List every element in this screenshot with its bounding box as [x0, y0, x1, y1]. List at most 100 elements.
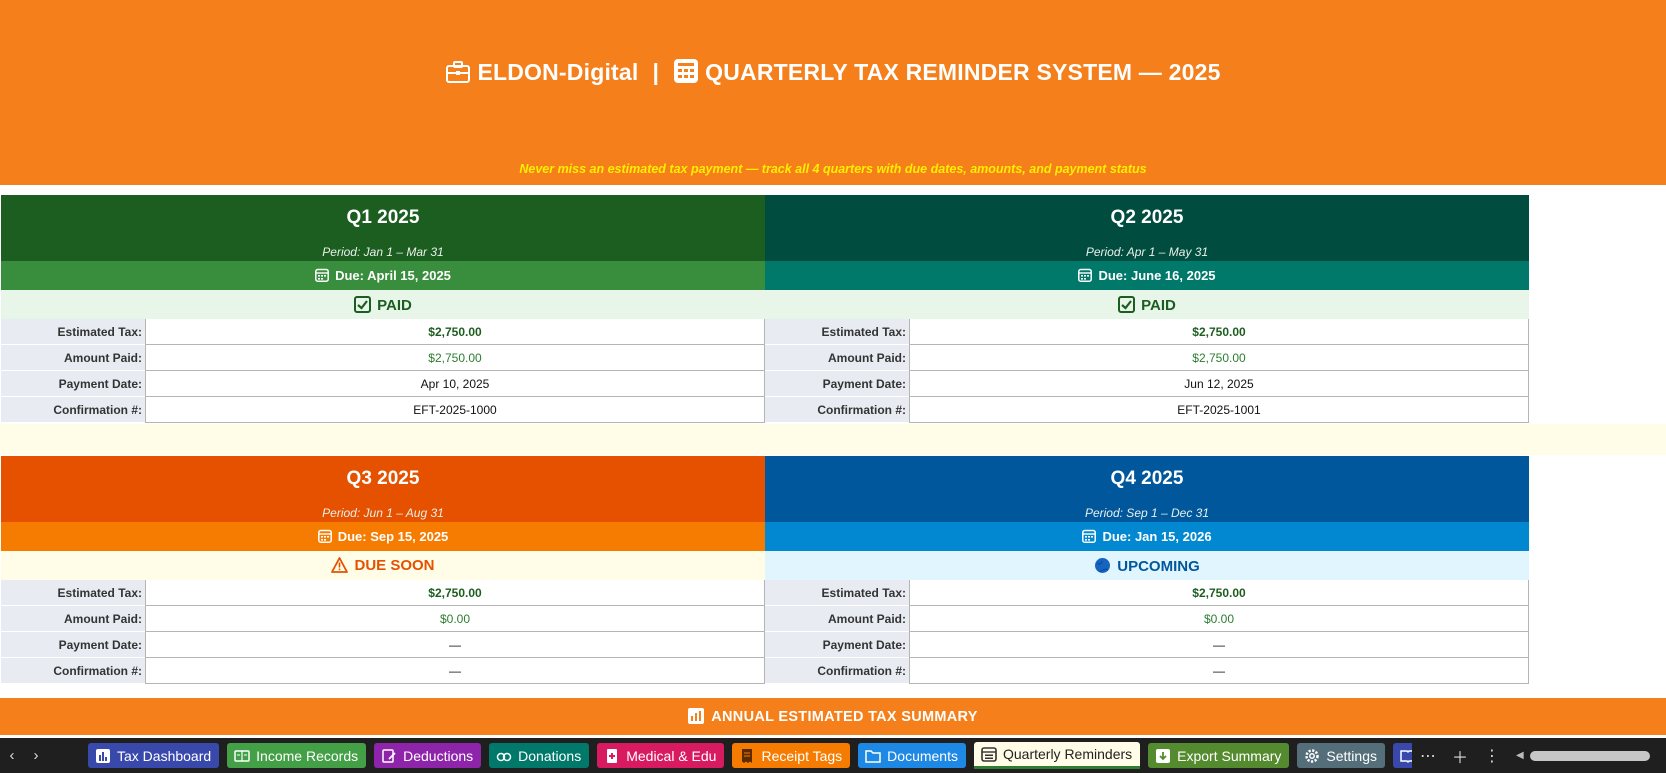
quarter-due-date: Due: Sep 15, 2025 — [1, 522, 765, 551]
payment-date-cell[interactable]: Jun 12, 2025 — [909, 371, 1529, 397]
tab-label: Export Summary — [1177, 747, 1282, 764]
payment-date-cell[interactable]: — — [909, 632, 1529, 658]
receipt-icon — [739, 748, 755, 764]
row-label: Amount Paid: — [765, 606, 909, 632]
tab-label: Receipt Tags — [761, 747, 843, 764]
estimated-tax-cell[interactable]: $2,750.00 — [145, 319, 765, 345]
header-title-row: ELDON-Digital | QUARTERLY TAX REMINDER SY… — [0, 58, 1666, 90]
payment-date-row: Payment Date: — — [765, 632, 1529, 658]
add-sheet-icon[interactable]: ＋ — [1451, 749, 1468, 767]
more-tabs-icon[interactable]: ⋯ — [1420, 747, 1436, 765]
payment-date-cell[interactable]: — — [145, 632, 765, 658]
heart-hands-icon — [496, 748, 512, 764]
warning-icon — [331, 557, 349, 577]
calendar-icon — [981, 746, 997, 762]
quarter-panel-q4: Q4 2025 Period: Sep 1 – Dec 31 Due: Jan … — [765, 456, 1529, 684]
tab-settings[interactable]: Settings — [1297, 743, 1385, 768]
tab-label: Medical & Edu — [626, 747, 717, 764]
checkbox-icon — [1118, 296, 1136, 317]
calendar-icon — [673, 58, 699, 90]
status-text: DUE SOON — [354, 557, 435, 574]
confirmation-cell[interactable]: — — [909, 658, 1529, 684]
row-label: Estimated Tax: — [1, 580, 145, 606]
tab-label: Tax Dashboard — [117, 747, 212, 764]
tab-label: Quarterly Reminders — [1002, 746, 1133, 762]
tab-bar-controls: ⋯ ＋ ⋮ ◀ — [1412, 738, 1666, 773]
note-icon — [381, 748, 397, 764]
estimated-tax-cell[interactable]: $2,750.00 — [145, 580, 765, 606]
quarter-due-date: Due: June 16, 2025 — [765, 261, 1529, 290]
medical-icon — [604, 748, 620, 764]
confirmation-cell[interactable]: — — [145, 658, 765, 684]
status-text: UPCOMING — [1117, 558, 1200, 575]
tab-income-records[interactable]: Income Records — [227, 743, 367, 768]
tab-scroll-right-icon[interactable]: › — [33, 747, 39, 764]
confirmation-cell[interactable]: EFT-2025-1000 — [145, 397, 765, 423]
quarter-panel-q2: Q2 2025 Period: Apr 1 – May 31 Due: June… — [765, 195, 1529, 423]
due-date-text: Due: Jan 15, 2026 — [1102, 529, 1212, 544]
row-label: Amount Paid: — [1, 606, 145, 632]
due-date-text: Due: April 15, 2025 — [335, 268, 451, 283]
estimated-tax-cell[interactable]: $2,750.00 — [909, 319, 1529, 345]
row-label: Confirmation #: — [1, 397, 145, 423]
amount-paid-row: Amount Paid: $2,750.00 — [1, 345, 765, 371]
status-text: PAID — [377, 297, 412, 314]
tab-label: Documents — [887, 747, 958, 764]
quarter-period: Period: Jan 1 – Mar 31 — [1, 241, 765, 261]
amount-paid-row: Amount Paid: $0.00 — [1, 606, 765, 632]
row-label: Estimated Tax: — [765, 319, 909, 345]
folder-icon — [865, 748, 881, 764]
amount-paid-cell[interactable]: $0.00 — [145, 606, 765, 632]
tab-donations[interactable]: Donations — [489, 743, 590, 768]
tab-deductions[interactable]: Deductions — [374, 743, 482, 768]
quarter-panel-q3: Q3 2025 Period: Jun 1 – Aug 31 Due: Sep … — [1, 456, 765, 684]
tab-label: Income Records — [256, 747, 359, 764]
estimated-tax-row: Estimated Tax: $2,750.00 — [1, 319, 765, 345]
quarter-panel-q1: Q1 2025 Period: Jan 1 – Mar 31 Due: Apri… — [1, 195, 765, 423]
amount-paid-cell[interactable]: $2,750.00 — [145, 345, 765, 371]
annual-summary-header: ANNUAL ESTIMATED TAX SUMMARY — [0, 698, 1666, 735]
confirmation-row: Confirmation #: — — [1, 658, 765, 684]
summary-title: ANNUAL ESTIMATED TAX SUMMARY — [711, 709, 978, 725]
quarter-title: Q3 2025 — [1, 456, 765, 502]
panel-spacer-bottom — [0, 685, 1666, 698]
tab-documents[interactable]: Documents — [858, 743, 966, 768]
options-icon[interactable]: ⋮ — [1484, 747, 1500, 765]
panel-spacer — [0, 424, 1666, 455]
page-title: QUARTERLY TAX REMINDER SYSTEM — 2025 — [705, 59, 1221, 85]
horizontal-scrollbar[interactable]: ◀ — [1516, 748, 1666, 764]
status-badge: PAID — [765, 290, 1529, 319]
calendar-icon — [1078, 268, 1093, 285]
estimated-tax-row: Estimated Tax: $2,750.00 — [1, 580, 765, 606]
quarter-due-date: Due: Jan 15, 2026 — [765, 522, 1529, 551]
sheet-tab-bar: ‹ › Tax Dashboard Income Records Deduction… — [0, 738, 1666, 773]
tab-export-summary[interactable]: Export Summary — [1148, 743, 1290, 768]
row-label: Confirmation #: — [765, 658, 909, 684]
status-badge: PAID — [1, 290, 765, 319]
tab-medical-edu[interactable]: Medical & Edu — [597, 743, 725, 768]
scrollbar-thumb[interactable] — [1529, 750, 1650, 761]
quarter-title: Q1 2025 — [1, 195, 765, 241]
briefcase-icon — [445, 60, 471, 90]
tab-label: Deductions — [403, 747, 474, 764]
confirmation-cell[interactable]: EFT-2025-1001 — [909, 397, 1529, 423]
company-name: ELDON-Digital — [477, 59, 639, 85]
chart-icon — [688, 708, 705, 728]
sheet-tabs: Tax Dashboard Income Records Deductions Don… — [88, 738, 1445, 773]
amount-paid-cell[interactable]: $2,750.00 — [909, 345, 1529, 371]
estimated-tax-cell[interactable]: $2,750.00 — [909, 580, 1529, 606]
scroll-left-icon[interactable]: ◀ — [1516, 750, 1524, 761]
checkbox-icon — [354, 296, 372, 317]
title-separator: | — [652, 59, 660, 85]
tab-scroll-left-icon[interactable]: ‹ — [9, 747, 15, 764]
quarter-period: Period: Jun 1 – Aug 31 — [1, 502, 765, 522]
blue-circle-icon — [1094, 557, 1111, 578]
amount-paid-cell[interactable]: $0.00 — [909, 606, 1529, 632]
tab-tax-dashboard[interactable]: Tax Dashboard — [88, 743, 220, 768]
payment-date-cell[interactable]: Apr 10, 2025 — [145, 371, 765, 397]
row-label: Payment Date: — [1, 632, 145, 658]
row-label: Payment Date: — [1, 371, 145, 397]
payment-date-row: Payment Date: Jun 12, 2025 — [765, 371, 1529, 397]
tab-quarterly-reminders[interactable]: Quarterly Reminders — [973, 742, 1141, 769]
tab-receipt-tags[interactable]: Receipt Tags — [732, 743, 851, 768]
